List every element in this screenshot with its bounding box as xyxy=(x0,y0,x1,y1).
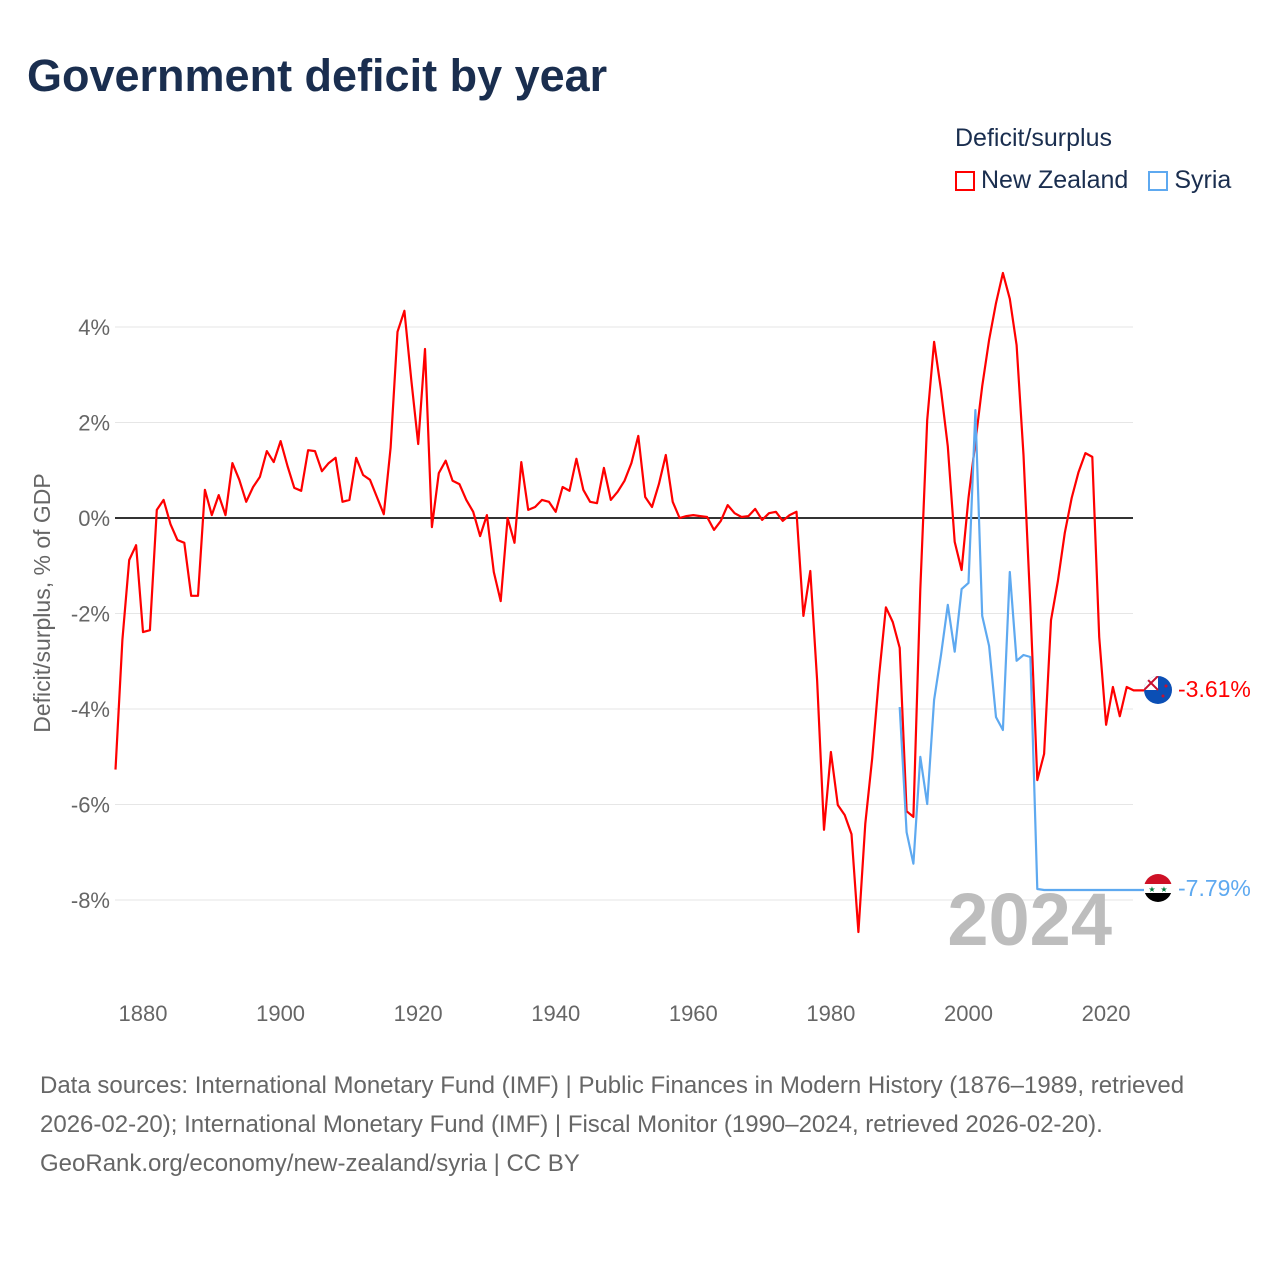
x-tick-label: 1900 xyxy=(256,1001,305,1026)
end-label-syria: -7.79% xyxy=(1178,875,1251,901)
y-tick-label: -2% xyxy=(71,602,110,627)
flag-new-zealand-icon xyxy=(1144,676,1172,704)
x-axis-ticks: 1880 1900 1920 1940 1960 1980 2000 2020 xyxy=(119,1001,1131,1026)
credit-link[interactable]: GeoRank.org/economy/new-zealand/syria | … xyxy=(40,1150,580,1177)
y-tick-label: 4% xyxy=(78,315,110,340)
x-tick-label: 1940 xyxy=(531,1001,580,1026)
y-tick-label: 0% xyxy=(78,506,110,531)
x-tick-label: 1960 xyxy=(669,1001,718,1026)
legend-item-syria[interactable]: Syria xyxy=(1148,166,1231,195)
footer: Data sources: International Monetary Fun… xyxy=(40,1066,1240,1183)
y-axis-ticks: 4% 2% 0% -2% -4% -6% -8% xyxy=(71,315,110,913)
x-tick-label: 2000 xyxy=(944,1001,993,1026)
y-axis-label: Deficit/surplus, % of GDP xyxy=(29,473,55,732)
series-line-syria[interactable] xyxy=(898,409,1144,892)
legend-item-new-zealand[interactable]: New Zealand xyxy=(955,166,1128,195)
data-sources: Data sources: International Monetary Fun… xyxy=(40,1072,1185,1138)
grid xyxy=(115,326,1133,901)
svg-text:★: ★ xyxy=(1160,885,1167,894)
x-tick-label: 2020 xyxy=(1082,1001,1131,1026)
series-line-new-zealand[interactable] xyxy=(114,271,1145,934)
legend-label-new-zealand: New Zealand xyxy=(981,166,1129,194)
year-watermark: 2024 xyxy=(947,878,1112,961)
chart: 4%2%0%-2%-4%-6%-8% 1880 1900 1920 1940 1960 1… xyxy=(29,271,1251,1026)
y-tick-label: -8% xyxy=(71,888,110,913)
svg-text:★: ★ xyxy=(1148,885,1155,894)
legend-swatch-new-zealand xyxy=(955,170,975,191)
x-tick-label: 1980 xyxy=(806,1001,855,1026)
y-tick-label: 2% xyxy=(78,411,110,436)
x-tick-label: 1920 xyxy=(394,1001,443,1026)
series-lines xyxy=(114,271,1145,934)
legend-title: Deficit/surplus xyxy=(955,124,1112,152)
legend-swatch-syria xyxy=(1148,170,1169,191)
legend: New Zealand Syria xyxy=(955,166,1231,195)
y-tick-label: -6% xyxy=(71,793,110,818)
page-title: Government deficit by year xyxy=(27,50,608,101)
flag-syria-icon: ★ ★ xyxy=(1144,874,1172,902)
y-tick-label: -4% xyxy=(71,697,110,722)
end-label-new-zealand: -3.61% xyxy=(1178,676,1251,702)
x-tick-label: 1880 xyxy=(119,1001,168,1026)
legend-label-syria: Syria xyxy=(1174,166,1232,194)
